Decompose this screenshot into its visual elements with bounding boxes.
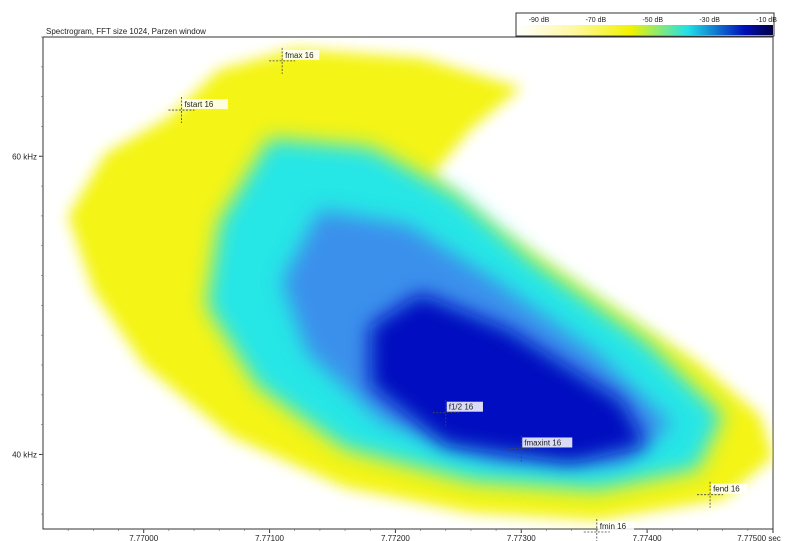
color-scale-label: -10 dB: [756, 17, 777, 24]
color-scale-gradient: [517, 25, 773, 35]
marker-label: fend 16: [713, 485, 740, 494]
color-scale-bar: -90 dB -70 dB -50 dB -30 dB -10 dB: [516, 13, 777, 36]
x-tick-label: 7.77100: [255, 534, 284, 541]
color-scale-label: -50 dB: [642, 17, 663, 24]
marker-label: fmin 16: [600, 522, 627, 531]
marker-label: fmaxint 16: [524, 438, 561, 447]
color-scale-label: -90 dB: [529, 17, 550, 24]
y-tick-label: 60 kHz: [12, 152, 37, 161]
x-tick-label: 7.77400: [633, 534, 662, 541]
marker-label: fmax 16: [285, 51, 314, 60]
x-tick-label: 7.77200: [381, 534, 410, 541]
y-tick-label: 40 kHz: [12, 450, 37, 459]
marker-label: fstart 16: [184, 100, 213, 109]
marker-label: f1/2 16: [449, 403, 474, 412]
color-scale-label: -70 dB: [586, 17, 607, 24]
x-tick-label: 7.77300: [507, 534, 536, 541]
x-tick-label: 7.77500 sec: [737, 534, 781, 541]
color-scale-label: -30 dB: [699, 17, 720, 24]
x-tick-label: 7.77000: [129, 534, 158, 541]
